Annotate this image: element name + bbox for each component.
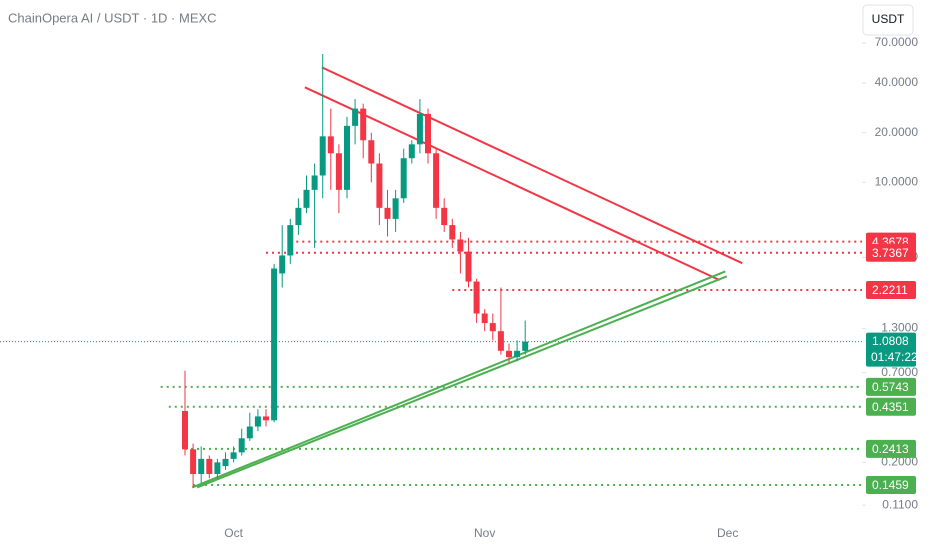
candle-body [497,331,504,351]
currency-button[interactable] [862,4,914,36]
price-level-tag [866,243,916,262]
trend-line [304,86,721,282]
candle-body [271,268,278,421]
candle-body [287,225,294,256]
last-price-tag [866,332,916,367]
price-level-label: 0.2413 [872,442,909,456]
trend-line [196,275,728,489]
candle-body [198,458,205,475]
candle-body [214,462,221,475]
candle-body [481,313,488,324]
candle-body [416,113,423,145]
price-level-tag [866,439,916,458]
candle-body [295,207,302,226]
candle-body [360,108,367,141]
price-level-tag [866,377,916,396]
candle-body [368,140,375,164]
candle-body [182,410,188,450]
price-level-label: 2.2211 [872,283,908,297]
y-tick-label: 0.7000 [881,365,918,379]
price-level-tag [866,281,916,300]
candle-body [522,341,529,351]
countdown-label: 01:47:22 [871,350,918,364]
candle-body [400,158,407,199]
candle-body [238,438,245,453]
y-tick-label: 10.0000 [875,174,919,188]
candle-body [206,458,213,475]
y-tick-label: 70.0000 [875,35,919,49]
candle-body [392,198,399,219]
candle-body [190,449,197,475]
y-tick-label: 0.1100 [882,497,918,511]
y-tick-label: 40.0000 [875,75,919,89]
price-level-label: 0.1459 [872,478,909,492]
candle-body [254,416,261,427]
price-level-label: 0.5743 [872,380,909,394]
price-level-label: 0.4351 [872,400,909,414]
candle-body [335,153,342,190]
x-tick-label: Dec [717,526,738,540]
candle-body [319,136,326,176]
candle-body [506,350,512,358]
y-tick-label: 20.0000 [875,125,919,139]
candle-body [303,189,310,208]
candle-body [327,136,334,154]
candle-body [376,163,383,208]
candle-body [473,281,480,314]
candle-body [449,225,456,240]
chart-title: ChainOpera AI / USDT · 1D · MEXC [8,10,217,25]
candle-body [465,251,472,282]
candle-body [344,125,350,190]
currency-button-label[interactable]: USDT [872,12,905,26]
candle-body [222,458,229,467]
last-price-label: 1.0808 [872,334,909,348]
x-tick-label: Oct [224,526,243,540]
candle-body [408,144,415,159]
price-level-label: 3.7367 [872,246,909,260]
candle-body [514,350,521,358]
candle-body [246,426,253,439]
candle-body [384,207,391,219]
candle-body [425,113,431,154]
candle-body [230,452,237,459]
y-tick-label: 1.3000 [881,321,918,335]
price-level-tag [866,475,916,494]
x-tick-label: Nov [474,526,495,540]
trend-line [191,270,726,489]
price-level-tag [866,397,916,416]
candle-body [263,416,269,421]
candle-body [433,153,440,208]
candle-body [457,239,464,252]
candle-body [352,108,359,126]
candle-body [489,323,496,332]
candle-body [311,175,318,190]
candle-body [441,207,448,226]
y-tick-label: 0.2000 [881,455,918,469]
trend-line [321,66,743,265]
candle-body [279,255,286,274]
